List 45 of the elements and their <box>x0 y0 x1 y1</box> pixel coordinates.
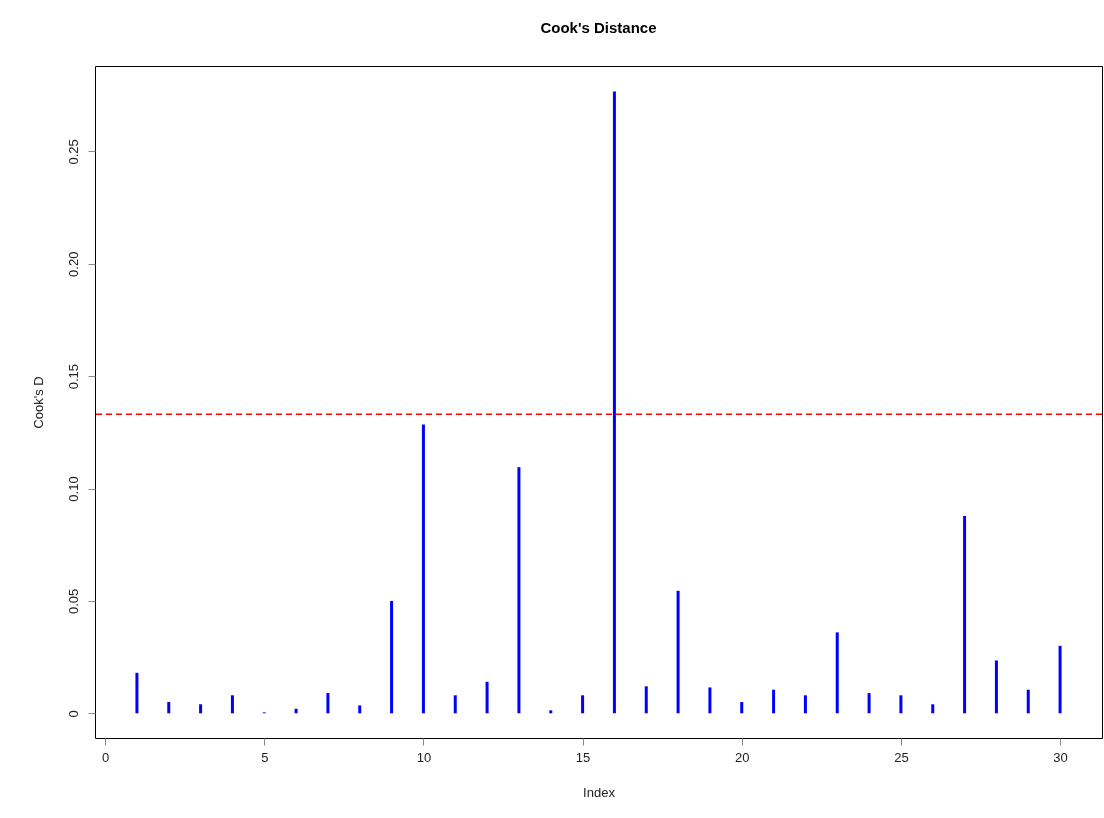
bar <box>390 600 394 714</box>
x-tick-label: 10 <box>416 749 432 765</box>
y-tick-label: 0.10 <box>65 476 81 502</box>
bar <box>549 710 553 714</box>
x-axis-title: Index <box>583 784 616 800</box>
chart-title: Cook's Distance <box>540 19 657 36</box>
bar <box>230 695 234 714</box>
bar <box>612 91 616 714</box>
bar <box>453 695 457 714</box>
bar <box>326 693 330 714</box>
bar <box>421 424 425 714</box>
bar <box>294 708 298 714</box>
bar <box>931 704 935 714</box>
bar <box>581 695 585 714</box>
bar <box>772 689 776 714</box>
bar <box>740 702 744 714</box>
y-tick-label: 0.15 <box>65 364 81 390</box>
x-tick-label: 25 <box>894 749 909 765</box>
bar <box>517 467 521 714</box>
bar <box>963 515 967 714</box>
y-tick-label: 0 <box>65 710 81 718</box>
bar <box>867 693 871 714</box>
y-axis-title: Cook's D <box>30 376 46 429</box>
bar <box>676 590 680 714</box>
bar <box>708 687 712 714</box>
x-tick-label: 0 <box>101 749 110 765</box>
bar <box>1058 645 1062 714</box>
x-tick-label: 30 <box>1053 749 1068 765</box>
y-tick-label: 0.05 <box>65 588 81 615</box>
x-tick-label: 20 <box>735 749 750 765</box>
bar <box>994 660 998 714</box>
bar <box>835 632 839 714</box>
y-tick-label: 0.20 <box>65 251 81 277</box>
bar <box>199 704 203 714</box>
bar <box>358 705 362 714</box>
bar <box>644 686 648 714</box>
bar <box>167 702 171 714</box>
x-tick-label: 5 <box>261 749 269 765</box>
bar <box>485 681 489 714</box>
x-tick-label: 15 <box>575 749 591 765</box>
bar <box>1026 689 1030 714</box>
bar <box>899 695 903 714</box>
y-tick-label: 0.25 <box>65 139 81 165</box>
bar <box>803 695 807 714</box>
bar <box>135 672 139 714</box>
